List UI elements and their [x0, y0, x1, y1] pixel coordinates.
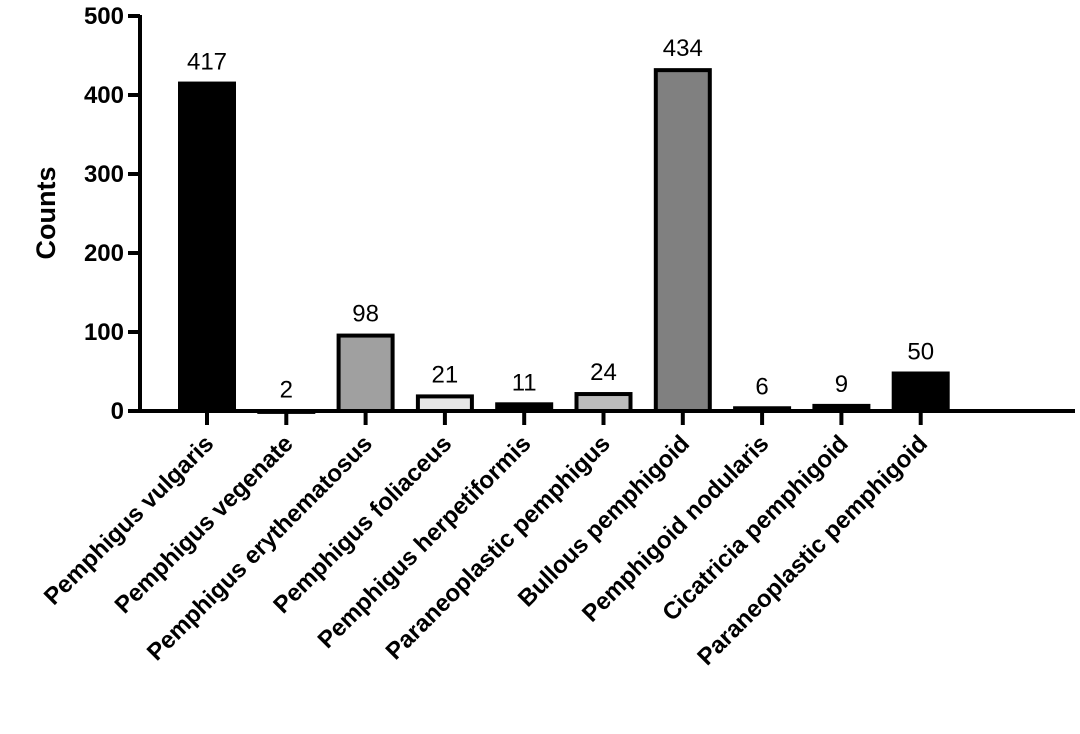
- data-label: 9: [835, 371, 848, 398]
- bar: [178, 81, 236, 413]
- bar: [891, 371, 950, 413]
- y-tick-label: 300: [84, 161, 124, 188]
- bar: [574, 392, 633, 414]
- y-axis: 0 100 200 300 400 500: [84, 3, 142, 425]
- y-axis-title: Counts: [31, 167, 61, 260]
- bar: [336, 333, 395, 413]
- data-labels: 417 2 98 21 11 24 434 6 9 50: [187, 35, 934, 403]
- data-label: 11: [512, 369, 537, 396]
- data-label: 98: [352, 301, 379, 328]
- y-tick-label: 100: [84, 319, 124, 346]
- data-label: 50: [907, 339, 934, 366]
- bar: [495, 402, 554, 413]
- y-tick-label: 500: [84, 3, 124, 30]
- bar: [733, 406, 792, 414]
- data-label: 417: [187, 49, 227, 76]
- bars: [178, 68, 950, 414]
- data-label: 24: [590, 359, 617, 386]
- y-tick-label: 200: [84, 240, 124, 267]
- data-label: 21: [432, 361, 459, 388]
- y-tick-label: 400: [84, 82, 124, 109]
- data-label: 2: [280, 376, 293, 403]
- bar: [257, 409, 316, 414]
- bar: [415, 394, 474, 414]
- bar: [653, 68, 712, 413]
- data-label: 434: [663, 35, 703, 62]
- bar: [812, 403, 871, 414]
- y-tick-label: 0: [111, 398, 124, 425]
- data-label: 6: [755, 373, 768, 400]
